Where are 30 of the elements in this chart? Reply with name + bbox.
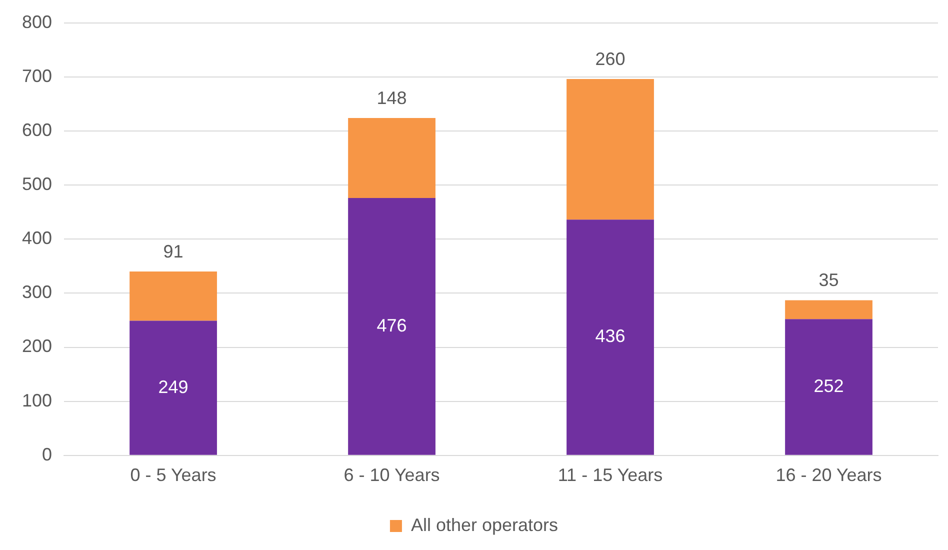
y-tick-label: 600 <box>22 120 52 140</box>
bar <box>348 198 436 455</box>
data-label: 35 <box>818 270 839 290</box>
x-tick-label: 0 - 5 Years <box>130 465 216 486</box>
x-tick-label: 6 - 10 Years <box>344 465 440 486</box>
y-tick-label: 200 <box>22 336 52 356</box>
bar <box>785 300 872 320</box>
data-label: 476 <box>376 315 407 336</box>
bar <box>130 320 217 455</box>
y-tick-label: 300 <box>22 282 52 302</box>
data-label: 249 <box>158 376 188 397</box>
x-tick-label: 16 - 20 Years <box>776 465 882 486</box>
y-tick-label: 500 <box>22 174 52 194</box>
data-label: 436 <box>595 326 626 346</box>
bar <box>566 220 654 455</box>
legend-label: All other operators <box>410 514 558 535</box>
data-label: 91 <box>163 242 184 262</box>
bar <box>130 272 217 321</box>
bar <box>785 319 872 455</box>
data-label: 148 <box>376 88 407 108</box>
bar <box>348 118 436 198</box>
bar <box>566 79 654 220</box>
data-label: 260 <box>595 49 626 70</box>
y-tick-label: 0 <box>42 444 52 464</box>
x-tick-label: 11 - 15 Years <box>558 465 663 486</box>
y-tick-label: 700 <box>22 66 52 86</box>
data-label: 252 <box>814 376 844 396</box>
y-tick-label: 400 <box>22 228 52 248</box>
y-tick-label: 800 <box>22 12 52 32</box>
y-tick-label: 100 <box>22 390 52 410</box>
